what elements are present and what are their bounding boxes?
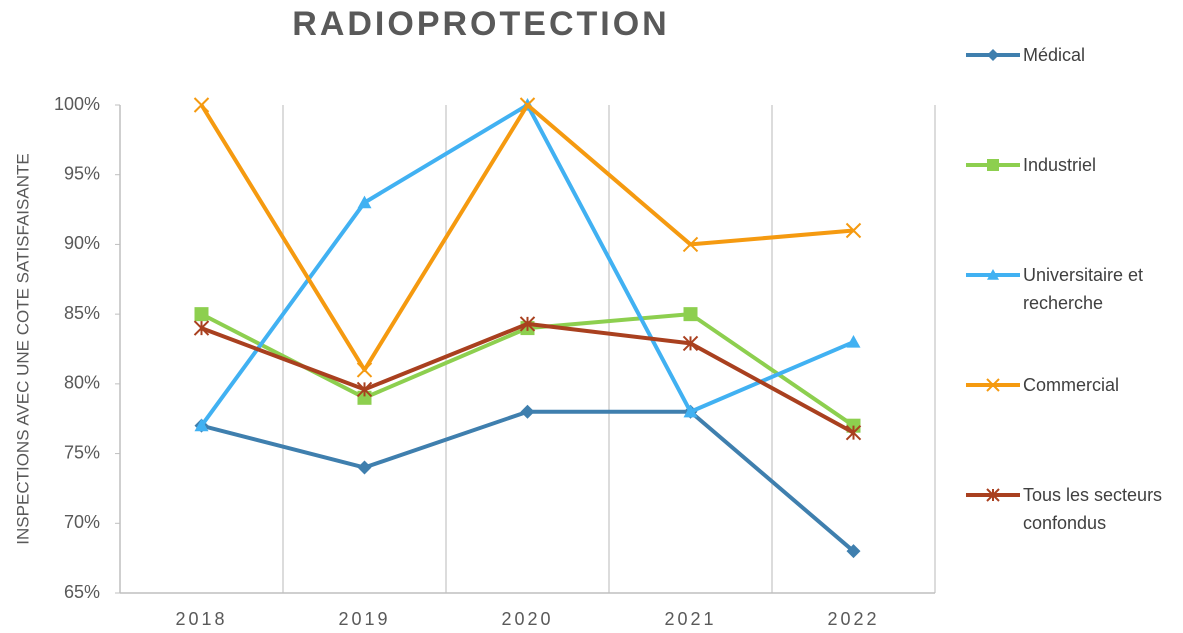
x-tick-label: 2018 — [175, 609, 227, 629]
marker — [682, 335, 699, 352]
marker — [194, 307, 209, 322]
legend-label: Médical — [1023, 45, 1086, 65]
marker — [194, 418, 209, 432]
y-tick-label: 70% — [64, 512, 100, 532]
y-tick-label: 95% — [64, 163, 100, 183]
marker — [357, 195, 372, 209]
marker — [519, 316, 536, 332]
marker — [987, 49, 999, 61]
marker — [520, 404, 535, 419]
marker — [193, 97, 210, 113]
marker — [846, 335, 861, 348]
legend-label: Industriel — [1023, 155, 1097, 175]
legend-label: Universitaire et recherche — [1023, 265, 1144, 313]
marker — [846, 544, 861, 559]
x-tick-label: 2019 — [338, 609, 390, 629]
marker — [987, 159, 999, 171]
marker — [519, 97, 536, 113]
marker — [987, 269, 999, 280]
x-tick-label: 2021 — [664, 609, 716, 629]
marker — [683, 307, 698, 322]
y-tick-label: 75% — [64, 442, 100, 462]
series-line — [201, 409, 855, 553]
legend-label: Commercial — [1023, 375, 1120, 395]
y-tick-label: 65% — [64, 582, 100, 602]
legend-label: Tous les secteurs confondus — [1023, 485, 1163, 533]
marker — [357, 460, 372, 475]
y-axis-label: INSPECTIONS AVEC UNE COTE SATISFAISANTE — [13, 153, 32, 544]
x-tick-label: 2020 — [501, 609, 553, 629]
marker — [356, 381, 373, 398]
y-tick-label: 100% — [54, 94, 100, 114]
marker — [986, 378, 1000, 392]
marker — [356, 362, 373, 378]
chart-title: RADIOPROTECTION — [292, 5, 669, 43]
marker — [845, 424, 862, 441]
marker — [683, 404, 698, 418]
y-tick-label: 80% — [64, 373, 100, 393]
y-tick-label: 90% — [64, 233, 100, 253]
marker — [986, 488, 1000, 502]
marker — [193, 320, 210, 336]
y-tick-label: 85% — [64, 303, 100, 323]
marker — [845, 222, 862, 239]
marker — [682, 236, 699, 253]
x-tick-label: 2022 — [827, 609, 879, 629]
